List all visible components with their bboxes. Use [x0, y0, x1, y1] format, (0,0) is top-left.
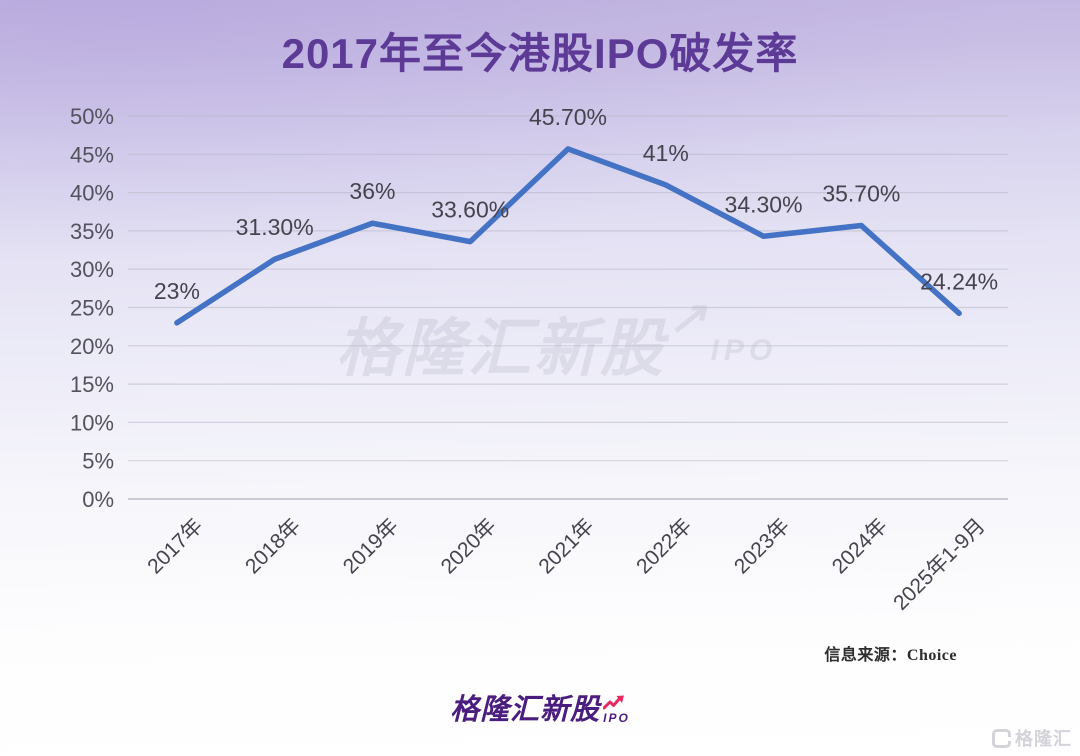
x-axis-tick-label: 2019年: [339, 514, 403, 578]
corner-logo-text: 格隆汇: [1015, 729, 1072, 749]
y-axis-tick-label: 50%: [70, 104, 114, 129]
x-axis-tick-label: 2017年: [143, 514, 207, 578]
x-axis-tick-label: 2023年: [730, 514, 794, 578]
x-axis-tick-label: 2024年: [828, 514, 892, 578]
y-axis-tick-label: 30%: [70, 257, 114, 282]
y-axis-tick-label: 10%: [70, 410, 114, 435]
footer-logo-side: IPO: [603, 695, 630, 725]
y-axis-tick-label: 25%: [70, 296, 114, 321]
data-point-label: 24.24%: [920, 268, 998, 294]
footer-logo-text: 格隆汇新股: [450, 694, 601, 726]
y-axis-tick-label: 0%: [82, 487, 114, 512]
gelonghui-g-icon: [992, 728, 1012, 748]
corner-logo: 格隆汇: [992, 725, 1072, 751]
footer-logo-suffix: IPO: [603, 711, 630, 725]
footer-logo: 格隆汇新股 IPO: [0, 694, 1080, 727]
y-axis-tick-label: 5%: [82, 449, 114, 474]
x-axis-tick-label: 2021年: [534, 514, 598, 578]
x-axis-tick-label: 2018年: [241, 514, 305, 578]
data-point-label: 41%: [643, 140, 689, 166]
data-point-label: 34.30%: [725, 191, 803, 217]
trend-line: [174, 146, 962, 326]
ipo-break-rate-line-chart: 0% 5% 10% 15% 20% 25% 30% 35% 40% 45% 50% 2017年 2018…: [70, 104, 1008, 615]
y-axis-tick-label: 20%: [70, 334, 114, 359]
source-note: 信息来源：Choice: [824, 647, 957, 664]
y-axis-tick-label: 35%: [70, 219, 114, 244]
y-axis-tick-label: 40%: [70, 181, 114, 206]
y-axis-tick-label: 15%: [70, 372, 114, 397]
data-point-label: 33.60%: [431, 197, 509, 223]
data-point-label: 31.30%: [236, 214, 314, 240]
data-point-label: 35.70%: [822, 181, 900, 207]
x-axis-tick-label: 2025年1-9月: [889, 514, 989, 614]
chart-title: 2017年至今港股IPO破发率: [281, 30, 799, 77]
rising-arrow-icon: [603, 695, 625, 710]
x-axis-tick-label: 2022年: [632, 514, 696, 578]
data-point-label: 45.70%: [529, 104, 607, 130]
data-point-label: 23%: [154, 278, 200, 304]
y-axis-tick-label: 45%: [70, 142, 114, 167]
x-axis-tick-label: 2020年: [437, 514, 501, 578]
data-point-label: 36%: [349, 178, 395, 204]
